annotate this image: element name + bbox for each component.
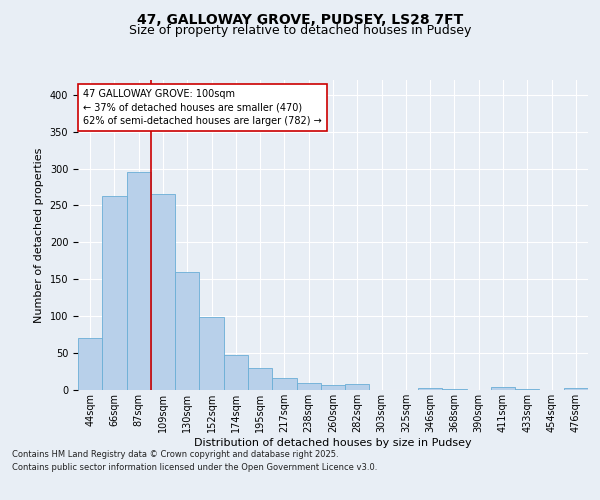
Bar xyxy=(248,368,272,390)
Y-axis label: Number of detached properties: Number of detached properties xyxy=(34,148,44,322)
Bar xyxy=(224,356,248,390)
Bar xyxy=(345,384,370,390)
Bar xyxy=(102,196,127,390)
Bar xyxy=(127,172,151,390)
Bar xyxy=(296,384,321,390)
Text: 47 GALLOWAY GROVE: 100sqm
← 37% of detached houses are smaller (470)
62% of semi: 47 GALLOWAY GROVE: 100sqm ← 37% of detac… xyxy=(83,90,322,126)
Bar xyxy=(199,317,224,390)
Text: Contains HM Land Registry data © Crown copyright and database right 2025.: Contains HM Land Registry data © Crown c… xyxy=(12,450,338,459)
Bar xyxy=(78,338,102,390)
Bar xyxy=(175,272,199,390)
Bar xyxy=(418,388,442,390)
Bar xyxy=(321,385,345,390)
Text: Contains public sector information licensed under the Open Government Licence v3: Contains public sector information licen… xyxy=(12,462,377,471)
Bar xyxy=(491,387,515,390)
Text: 47, GALLOWAY GROVE, PUDSEY, LS28 7FT: 47, GALLOWAY GROVE, PUDSEY, LS28 7FT xyxy=(137,12,463,26)
Bar xyxy=(564,388,588,390)
Bar xyxy=(272,378,296,390)
X-axis label: Distribution of detached houses by size in Pudsey: Distribution of detached houses by size … xyxy=(194,438,472,448)
Bar xyxy=(151,194,175,390)
Text: Size of property relative to detached houses in Pudsey: Size of property relative to detached ho… xyxy=(129,24,471,37)
